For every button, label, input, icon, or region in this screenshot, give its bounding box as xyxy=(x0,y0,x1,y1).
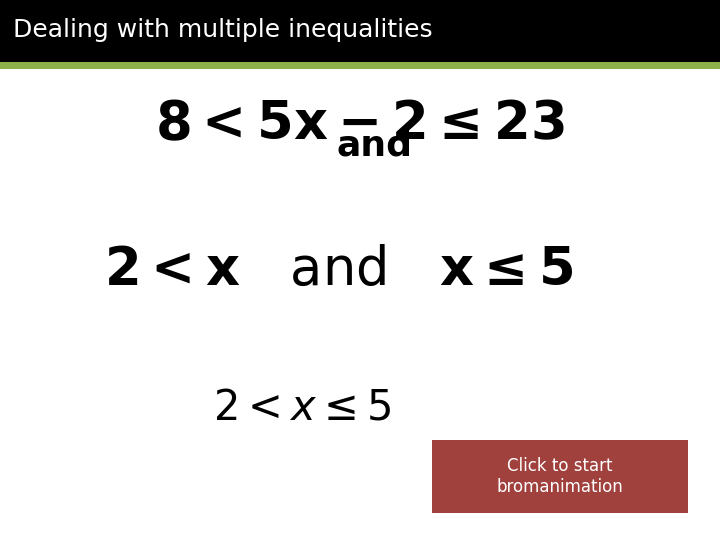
Text: Click to start
bromanimation: Click to start bromanimation xyxy=(496,457,624,496)
Text: and: and xyxy=(336,129,413,163)
Text: $2 < x \leq 5$: $2 < x \leq 5$ xyxy=(213,387,392,429)
Text: $\bf{8 < 5x - 2 \leq 23}$: $\bf{8 < 5x - 2 \leq 23}$ xyxy=(156,98,564,150)
Bar xyxy=(0,62,720,69)
FancyBboxPatch shape xyxy=(432,440,688,513)
Text: $\bf{2 < x}$   and   $\bf{x \leq 5}$: $\bf{2 < x}$ and $\bf{x \leq 5}$ xyxy=(104,244,573,296)
Text: Dealing with multiple inequalities: Dealing with multiple inequalities xyxy=(13,18,433,42)
Bar xyxy=(0,0,720,62)
